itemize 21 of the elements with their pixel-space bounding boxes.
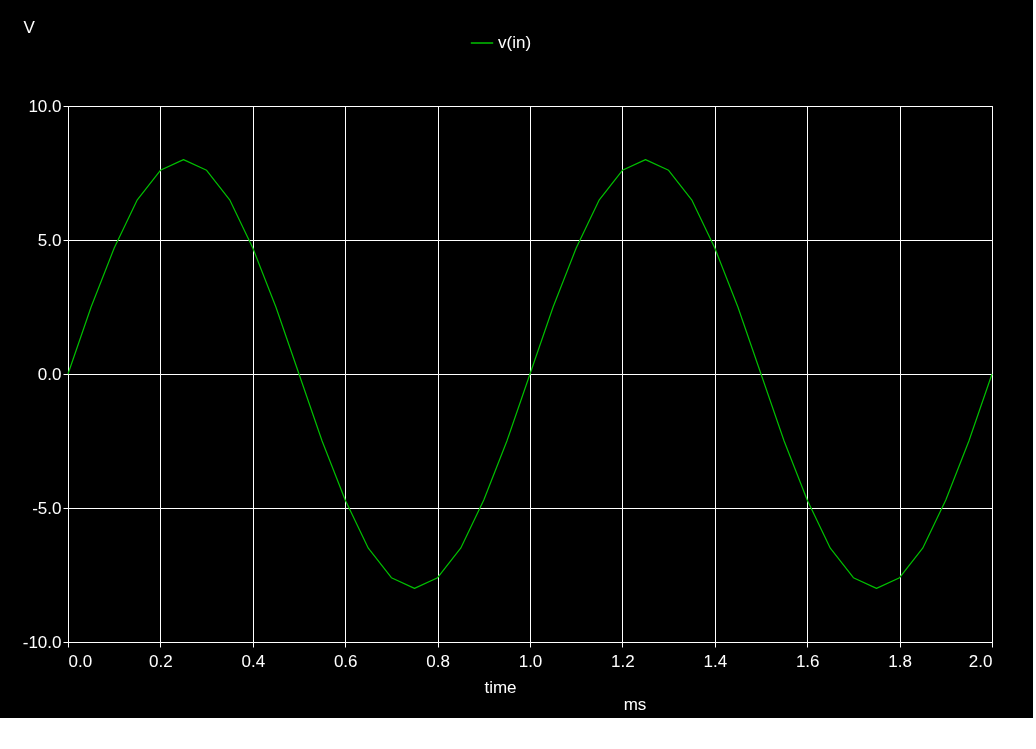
x-tick-label: 0.6 [333,651,358,671]
line-series [67,159,993,589]
y-tick-label: 5.0 [37,230,62,250]
x-tick-label: 1.0 [518,651,543,671]
y-tick-label: 0.0 [37,364,62,384]
y-tick-label: -5.0 [32,498,62,518]
text: ms [623,695,647,714]
x-tick-label: 1.8 [888,651,912,671]
y-tick-label: 10.0 [28,96,62,116]
x-tick-label: 0.4 [241,651,266,671]
y-tick-label: -10.0 [22,632,62,652]
x-tick-label: 0.8 [426,651,450,671]
x-tick-label: 0.0 [68,651,93,671]
x-tick-label: 2.0 [968,651,993,671]
x-tick-label: 1.6 [795,651,820,671]
x-axis-title: time [484,677,517,697]
x-tick-label: 1.4 [703,651,728,671]
x-tick-label: 0.2 [149,651,173,671]
legend-label: v(in) [498,33,532,52]
x-tick-label: 1.2 [611,651,635,671]
y-axis-title: V [23,17,36,37]
